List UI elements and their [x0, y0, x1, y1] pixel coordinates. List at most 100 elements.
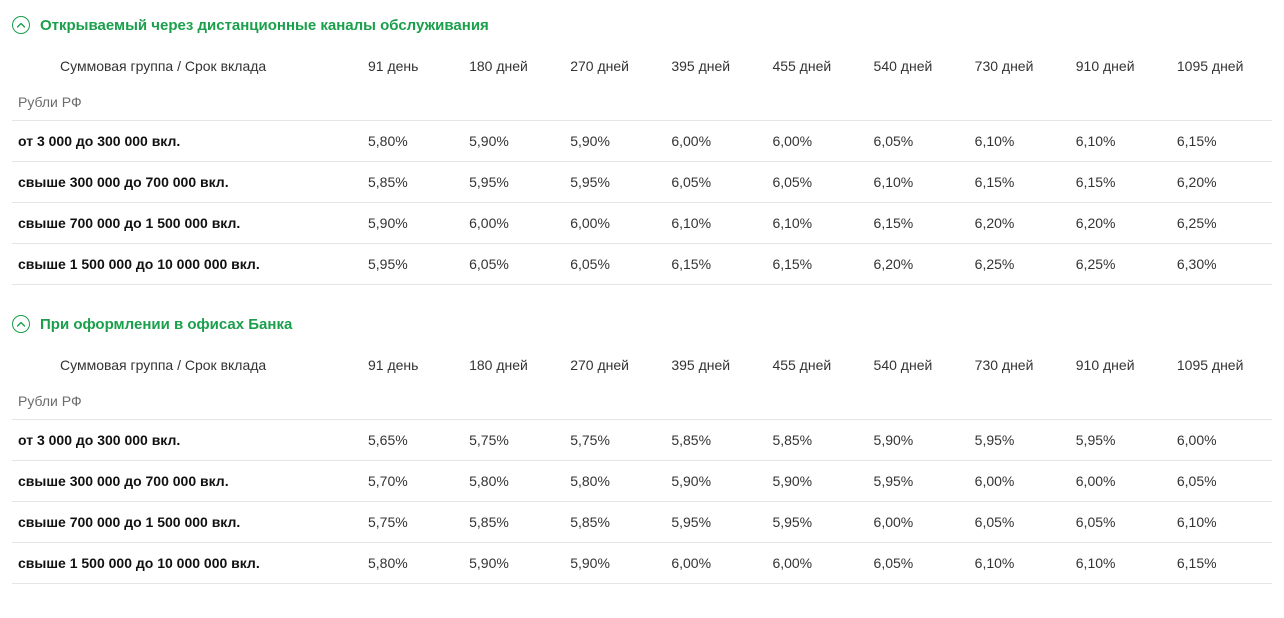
rate-cell: 6,30%: [1171, 244, 1272, 285]
rate-cell: 6,10%: [766, 203, 867, 244]
rate-cell: 5,80%: [564, 461, 665, 502]
table-row: от 3 000 до 300 000 вкл.5,80%5,90%5,90%6…: [12, 121, 1272, 162]
rate-cell: 6,20%: [1171, 162, 1272, 203]
column-header-term: 180 дней: [463, 48, 564, 88]
currency-label: Рубли РФ: [12, 88, 1272, 121]
column-header-term: 455 дней: [766, 347, 867, 387]
rate-cell: 5,95%: [1070, 420, 1171, 461]
column-header-term: 730 дней: [969, 347, 1070, 387]
rate-cell: 5,75%: [463, 420, 564, 461]
currency-label: Рубли РФ: [12, 387, 1272, 420]
section-toggle[interactable]: Открываемый через дистанционные каналы о…: [12, 10, 1272, 48]
column-header-term: 270 дней: [564, 347, 665, 387]
rate-cell: 6,00%: [766, 543, 867, 584]
row-label: свыше 700 000 до 1 500 000 вкл.: [12, 203, 362, 244]
rate-cell: 5,90%: [463, 121, 564, 162]
rate-cell: 5,90%: [463, 543, 564, 584]
rate-cell: 6,00%: [1070, 461, 1171, 502]
rate-cell: 6,00%: [766, 121, 867, 162]
rate-cell: 6,15%: [868, 203, 969, 244]
rate-cell: 6,05%: [1070, 502, 1171, 543]
column-header-term: 91 день: [362, 48, 463, 88]
rate-cell: 5,65%: [362, 420, 463, 461]
rate-cell: 5,95%: [969, 420, 1070, 461]
rate-cell: 5,90%: [766, 461, 867, 502]
column-header-term: 1095 дней: [1171, 48, 1272, 88]
table-row: свыше 300 000 до 700 000 вкл.5,70%5,80%5…: [12, 461, 1272, 502]
rate-cell: 5,95%: [564, 162, 665, 203]
rate-cell: 6,05%: [969, 502, 1070, 543]
rate-cell: 6,25%: [1171, 203, 1272, 244]
rates-section: Открываемый через дистанционные каналы о…: [12, 10, 1272, 285]
rate-cell: 6,15%: [665, 244, 766, 285]
rates-table: Суммовая группа / Срок вклада91 день180 …: [12, 48, 1272, 285]
rate-cell: 5,90%: [564, 121, 665, 162]
row-label: от 3 000 до 300 000 вкл.: [12, 420, 362, 461]
rate-cell: 6,05%: [766, 162, 867, 203]
row-label: от 3 000 до 300 000 вкл.: [12, 121, 362, 162]
rate-cell: 6,10%: [969, 543, 1070, 584]
rate-cell: 5,90%: [665, 461, 766, 502]
rate-cell: 5,80%: [362, 121, 463, 162]
column-header-term: 540 дней: [868, 347, 969, 387]
rate-cell: 6,10%: [1070, 121, 1171, 162]
rate-cell: 6,00%: [665, 121, 766, 162]
section-title: При оформлении в офисах Банка: [40, 316, 292, 333]
rate-cell: 6,20%: [969, 203, 1070, 244]
row-label: свыше 300 000 до 700 000 вкл.: [12, 461, 362, 502]
rate-cell: 5,70%: [362, 461, 463, 502]
row-label: свыше 1 500 000 до 10 000 000 вкл.: [12, 244, 362, 285]
rate-cell: 6,00%: [665, 543, 766, 584]
column-header-term: 270 дней: [564, 48, 665, 88]
rate-cell: 6,10%: [1171, 502, 1272, 543]
rate-cell: 5,80%: [362, 543, 463, 584]
rate-cell: 6,05%: [665, 162, 766, 203]
rate-cell: 6,00%: [969, 461, 1070, 502]
rate-cell: 6,15%: [766, 244, 867, 285]
rate-cell: 6,25%: [969, 244, 1070, 285]
column-header-term: 395 дней: [665, 347, 766, 387]
rate-cell: 6,05%: [1171, 461, 1272, 502]
table-row: свыше 700 000 до 1 500 000 вкл.5,90%6,00…: [12, 203, 1272, 244]
row-label: свыше 1 500 000 до 10 000 000 вкл.: [12, 543, 362, 584]
rate-cell: 5,85%: [362, 162, 463, 203]
rate-cell: 6,10%: [665, 203, 766, 244]
rate-cell: 5,85%: [665, 420, 766, 461]
column-header-term: 91 день: [362, 347, 463, 387]
rate-cell: 5,85%: [463, 502, 564, 543]
rate-cell: 6,15%: [1070, 162, 1171, 203]
rate-cell: 5,90%: [564, 543, 665, 584]
rates-section: При оформлении в офисах Банка Суммовая гр…: [12, 309, 1272, 584]
rate-cell: 5,95%: [665, 502, 766, 543]
column-header-term: 910 дней: [1070, 48, 1171, 88]
rate-cell: 6,20%: [1070, 203, 1171, 244]
rate-cell: 5,90%: [362, 203, 463, 244]
column-header-term: 1095 дней: [1171, 347, 1272, 387]
rate-cell: 6,05%: [868, 543, 969, 584]
rate-cell: 6,05%: [463, 244, 564, 285]
rate-cell: 5,90%: [868, 420, 969, 461]
column-header-term: 540 дней: [868, 48, 969, 88]
rate-cell: 5,85%: [564, 502, 665, 543]
table-row: свыше 1 500 000 до 10 000 000 вкл.5,80%5…: [12, 543, 1272, 584]
section-title: Открываемый через дистанционные каналы о…: [40, 17, 489, 34]
rate-cell: 6,15%: [1171, 543, 1272, 584]
table-row: от 3 000 до 300 000 вкл.5,65%5,75%5,75%5…: [12, 420, 1272, 461]
rate-cell: 5,95%: [868, 461, 969, 502]
column-header-term: 395 дней: [665, 48, 766, 88]
rate-cell: 6,00%: [463, 203, 564, 244]
rate-cell: 6,05%: [564, 244, 665, 285]
rate-cell: 6,00%: [564, 203, 665, 244]
rate-cell: 6,10%: [1070, 543, 1171, 584]
table-row: свыше 300 000 до 700 000 вкл.5,85%5,95%5…: [12, 162, 1272, 203]
rate-cell: 5,80%: [463, 461, 564, 502]
rates-table: Суммовая группа / Срок вклада91 день180 …: [12, 347, 1272, 584]
table-row: свыше 1 500 000 до 10 000 000 вкл.5,95%6…: [12, 244, 1272, 285]
rate-cell: 6,00%: [1171, 420, 1272, 461]
rate-cell: 6,10%: [868, 162, 969, 203]
section-toggle[interactable]: При оформлении в офисах Банка: [12, 309, 1272, 347]
column-header-term: 730 дней: [969, 48, 1070, 88]
rate-cell: 5,95%: [362, 244, 463, 285]
row-label: свыше 300 000 до 700 000 вкл.: [12, 162, 362, 203]
column-header-group: Суммовая группа / Срок вклада: [12, 48, 362, 88]
